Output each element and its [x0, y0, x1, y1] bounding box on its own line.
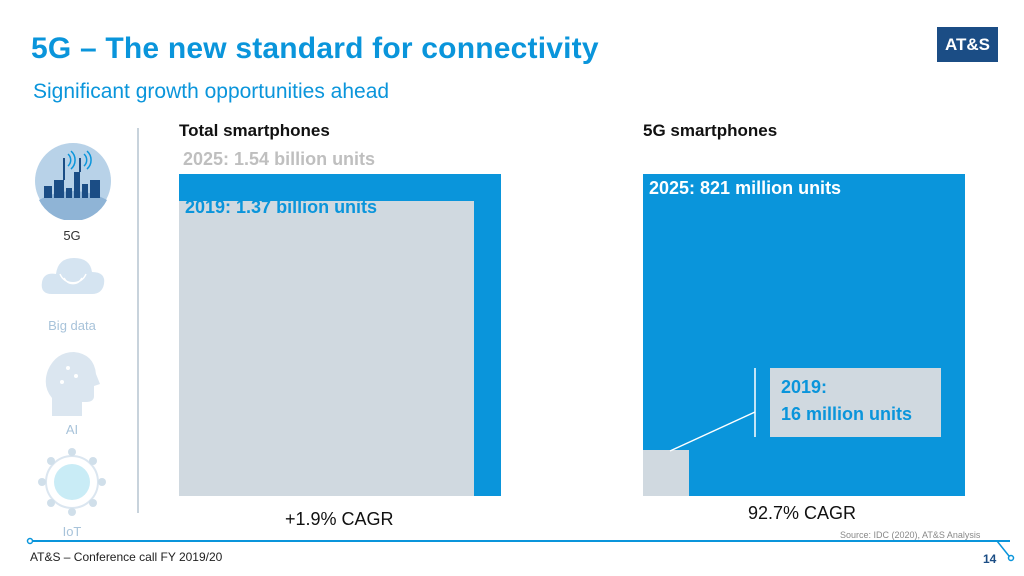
chart-title-5g: 5G smartphones	[643, 121, 778, 140]
footer-line-end-hook	[996, 540, 1015, 562]
source-note: Source: IDC (2020), AT&S Analysis	[840, 530, 981, 540]
sidebar: 5G Big data AI IoT	[30, 140, 130, 540]
globe-network-icon	[38, 448, 106, 516]
sidebar-item-iot: IoT	[62, 524, 82, 539]
bar-5g-2025	[643, 174, 965, 496]
label-total-2025: 2025: 1.54 billion units	[183, 149, 376, 169]
city-antenna-icon	[35, 143, 111, 220]
cagr-5g: 92.7% CAGR	[748, 503, 857, 523]
page-subtitle: Significant growth opportunities ahead	[33, 80, 390, 103]
label-5g-2019-value: 16 million units	[781, 404, 913, 424]
label-total-2019: 2019: 1.37 billion units	[185, 197, 378, 217]
sidebar-item-ai: AI	[65, 422, 79, 437]
callout-leader-line	[669, 368, 756, 452]
bar-5g-2019	[643, 450, 689, 496]
label-5g-2025: 2025: 821 million units	[649, 178, 842, 198]
sidebar-item-big-data: Big data	[48, 318, 96, 333]
company-logo: AT&S	[937, 27, 998, 62]
footer-line-start-dot	[26, 537, 34, 545]
label-5g-2019-year: 2019:	[781, 377, 828, 397]
chart-title-total: Total smartphones	[179, 121, 330, 140]
footer-divider	[30, 540, 1010, 542]
page-number: 14	[983, 552, 997, 566]
sidebar-divider	[137, 128, 139, 513]
cloud-icon	[41, 258, 105, 294]
bar-total-2019	[179, 201, 474, 496]
page-title: 5G – The new standard for connectivity	[31, 32, 599, 65]
sidebar-item-5g: 5G	[63, 228, 81, 243]
callout-5g-2019: 2019: 16 million units	[770, 368, 941, 437]
head-circuit-icon	[45, 352, 100, 416]
footer-text: AT&S – Conference call FY 2019/20	[30, 550, 223, 564]
cagr-total: +1.9% CAGR	[285, 509, 394, 529]
